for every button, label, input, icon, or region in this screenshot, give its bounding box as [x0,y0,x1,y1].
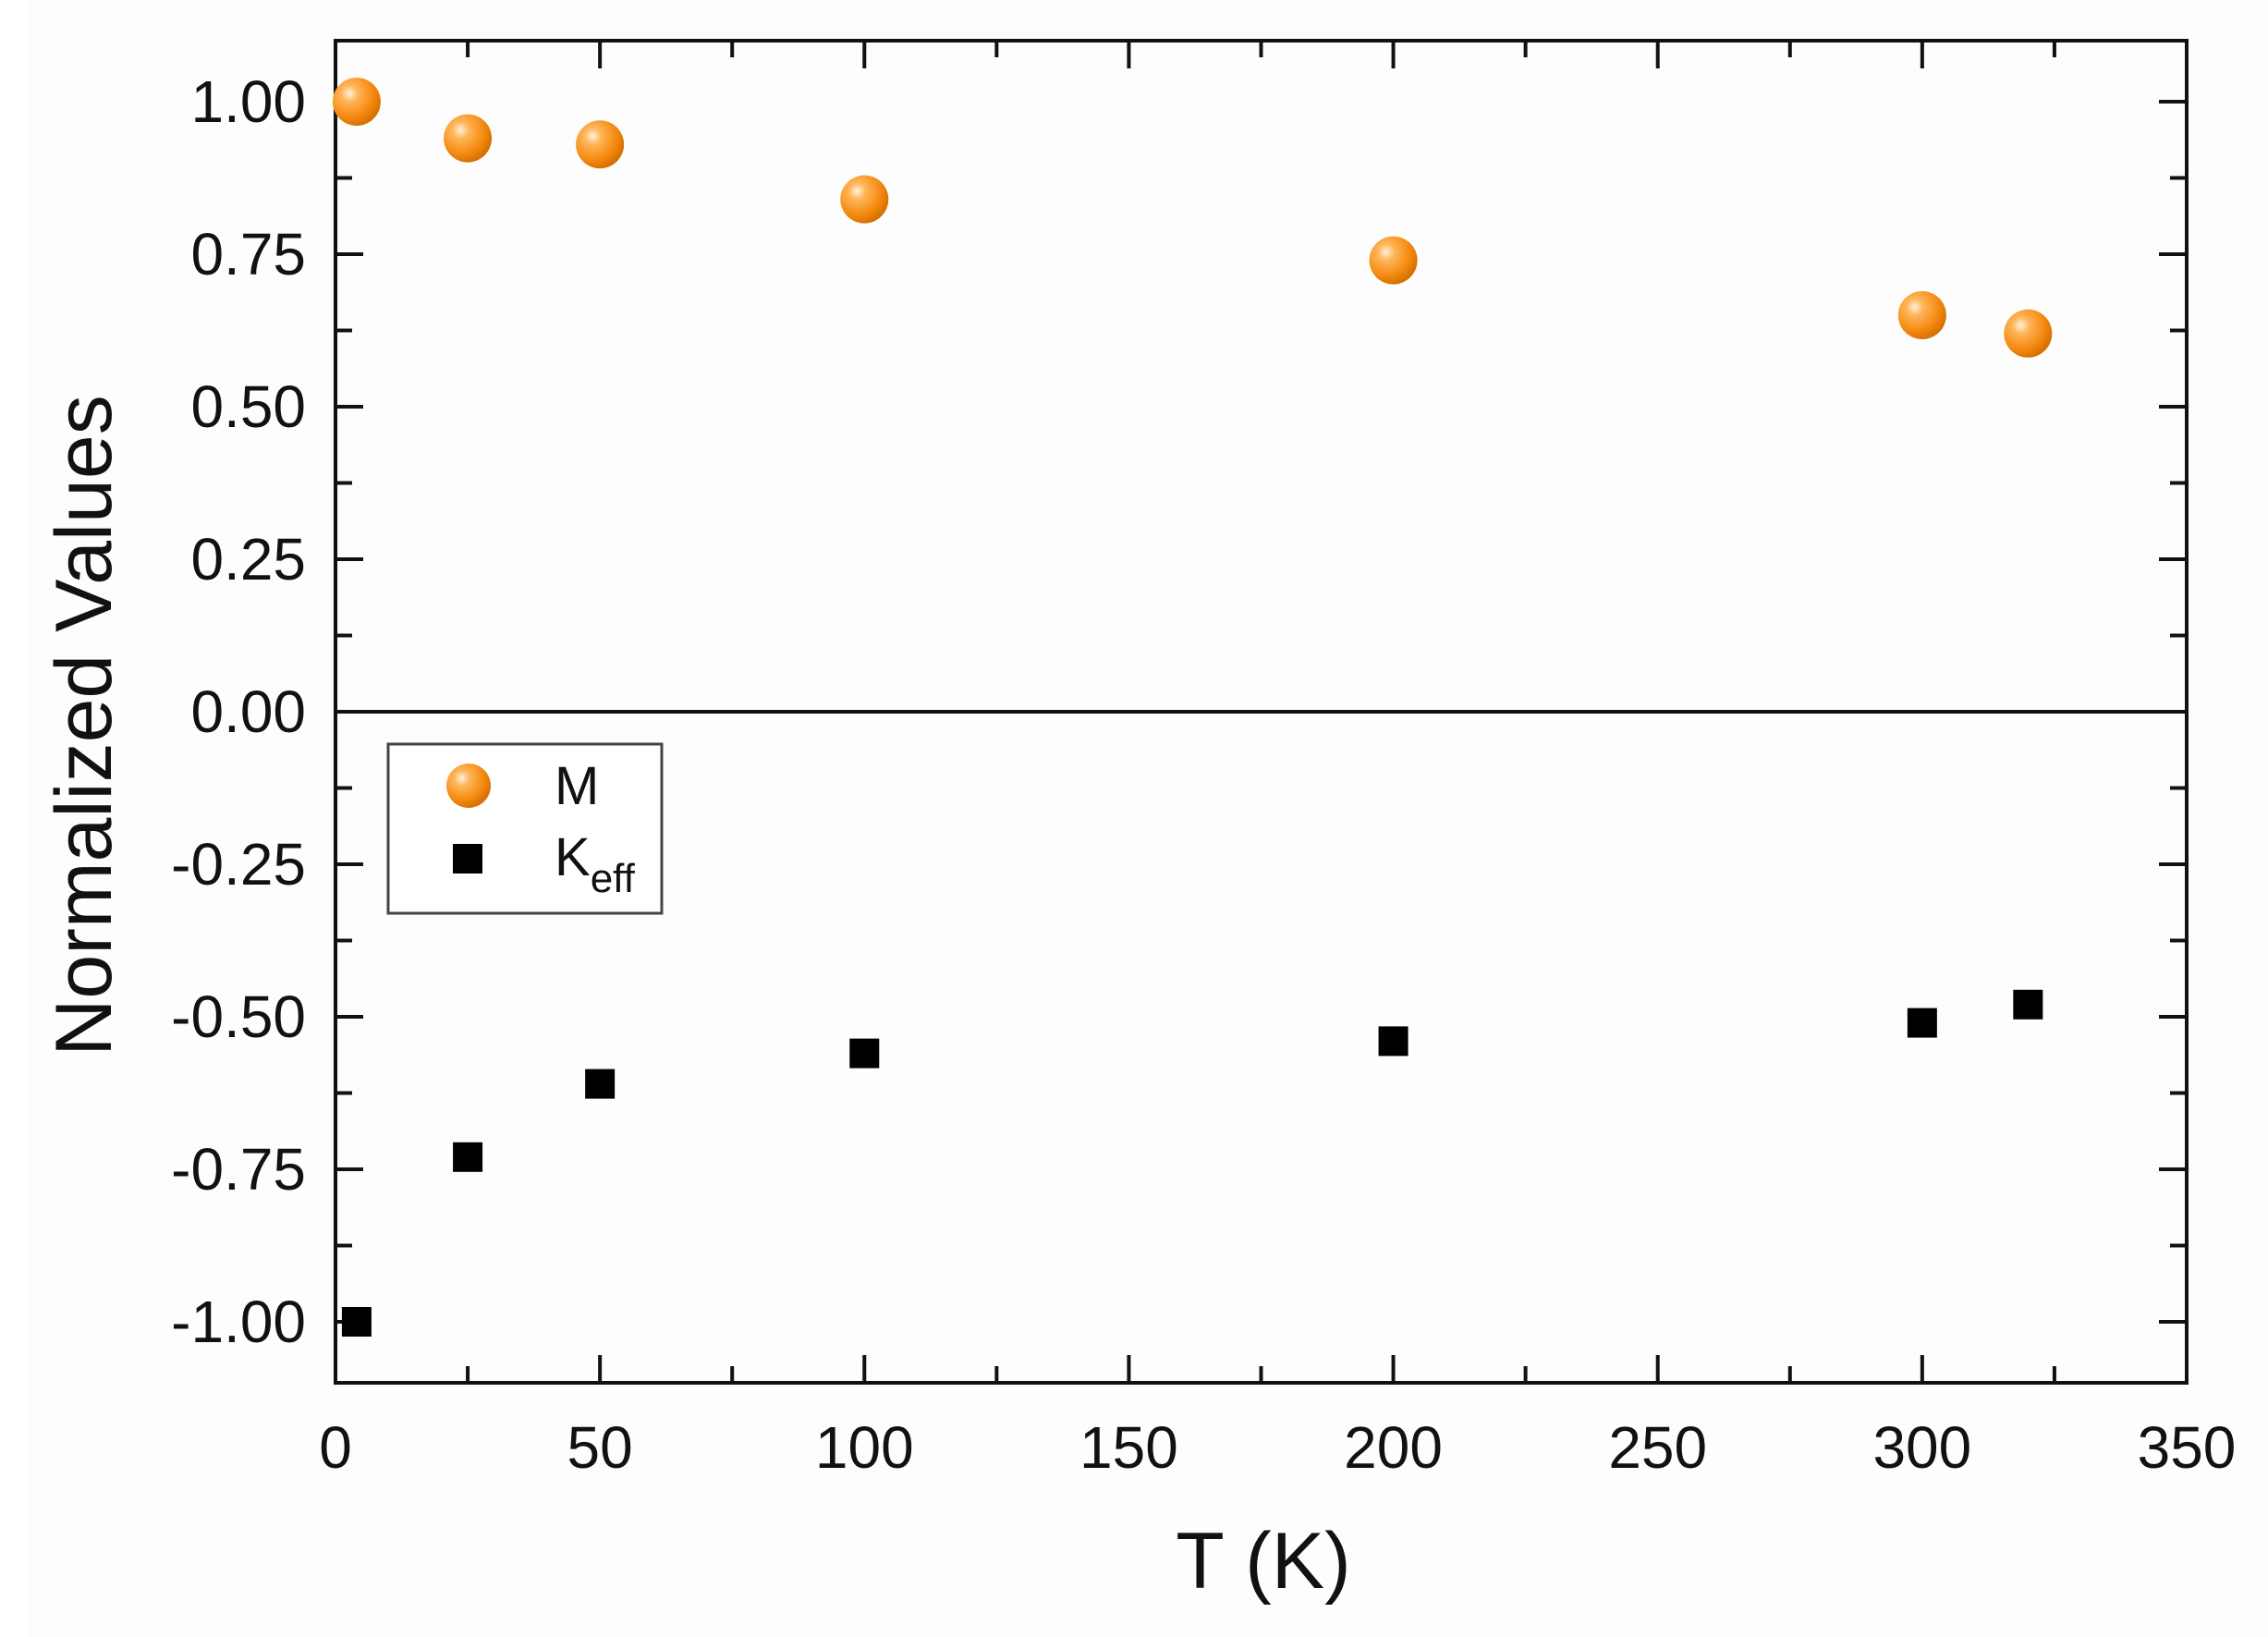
y-tick-label: -0.25 [171,831,306,898]
point-keff [585,1069,616,1099]
legend-marker-m [446,764,491,808]
y-axis-title: Normalized Values [40,395,128,1056]
point-m [1897,291,1946,339]
point-keff [1907,1008,1937,1038]
y-tick-label: 0.50 [190,373,306,440]
y-tick-labels: 1.00 0.75 0.50 0.25 0.00 -0.25 -0.50 -0.75 -1.00 [171,68,306,1355]
x-tick-label: 350 [2138,1414,2237,1481]
x-tick-label: 200 [1344,1414,1443,1481]
x-tick-labels: 0 50 100 150 200 250 300 350 [319,1414,2236,1481]
y-tick-label: 0.00 [190,678,306,745]
legend-label-m: M [555,756,599,816]
point-m [1369,236,1418,285]
plot-frame [334,39,2189,1385]
y-tick-label: -0.50 [171,983,306,1050]
point-keff [849,1038,880,1069]
y-tick-label: 1.00 [190,68,306,135]
data-points [332,78,2053,1337]
legend-label-keff-base: K [555,827,591,887]
x-tick-label: 250 [1608,1414,1707,1481]
x-tick-label: 0 [319,1414,352,1481]
legend-marker-keff [453,844,482,873]
x-tick-label: 100 [815,1414,914,1481]
y-tick-label: 0.25 [190,526,306,592]
legend-box [386,742,664,915]
x-tick-label: 300 [1872,1414,1971,1481]
plot-background [28,0,2268,1637]
legend-label-keff: Keff [555,827,636,901]
point-keff [341,1307,372,1337]
x-tick-label: 150 [1079,1414,1178,1481]
point-m [2004,309,2053,358]
x-tick-label: 50 [567,1414,633,1481]
point-m [444,114,493,163]
legend-label-keff-subscript: eff [591,856,636,901]
point-keff [1378,1026,1408,1057]
legend: M Keff [386,742,664,915]
point-m [576,120,625,169]
point-m [332,78,381,126]
y-tick-label: -0.75 [171,1136,306,1203]
point-keff [2013,989,2043,1020]
y-tick-label: 0.75 [190,221,306,287]
point-m [840,175,889,224]
point-keff [453,1142,483,1172]
x-axis-title: T (K) [1176,1517,1351,1606]
y-tick-label: -1.00 [171,1289,306,1355]
